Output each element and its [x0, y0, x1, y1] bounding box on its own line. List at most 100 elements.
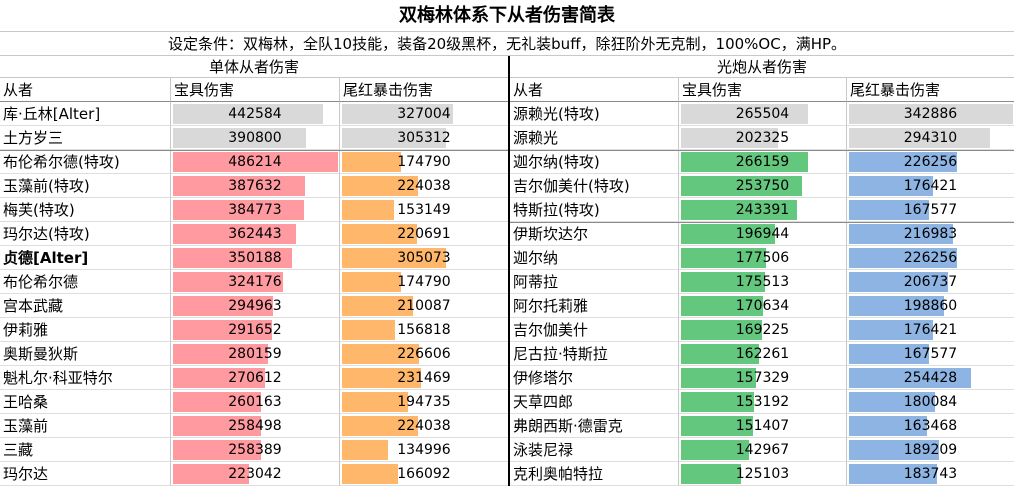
crit-damage-value: 226606 [397, 346, 451, 362]
crit-damage-cell: 163468 [846, 414, 1014, 438]
crit-damage-cell: 180084 [846, 390, 1014, 414]
table-subtitle: 设定条件：双梅林，全队10技能，装备20级黑杯，无礼装buff，除狂阶外无克制，… [0, 32, 1014, 56]
servant-name: 库·丘林[Alter] [0, 102, 170, 126]
np-damage-bar [173, 440, 261, 460]
servant-name: 布伦希尔德(特攻) [0, 150, 170, 174]
servant-name: 伊莉雅 [0, 318, 170, 342]
left-header-crit-damage: 尾红暴击伤害 [339, 78, 508, 102]
np-damage-bar [173, 392, 261, 412]
servant-name: 源赖光(特攻) [510, 102, 678, 126]
crit-damage-bar [849, 344, 929, 364]
np-damage-value: 260163 [228, 394, 282, 410]
crit-damage-value: 156818 [397, 322, 451, 338]
left-table-row: 土方岁三 390800 305312 [0, 126, 1014, 150]
crit-damage-bar [849, 200, 929, 220]
right-table-row: 尼古拉·特斯拉 162261 167577 [0, 342, 1014, 366]
crit-damage-bar [342, 416, 418, 436]
servant-name: 迦尔纳 [510, 246, 678, 270]
crit-damage-cell: 305073 [339, 246, 508, 270]
crit-damage-cell: 167577 [846, 198, 1014, 222]
np-damage-value: 258498 [228, 418, 282, 434]
left-table-row: 玛尔达 223042 166092 [0, 462, 1014, 486]
crit-damage-cell: 231469 [339, 366, 508, 390]
np-damage-value: 223042 [228, 466, 282, 482]
crit-damage-value: 216983 [903, 226, 958, 242]
crit-damage-bar [849, 320, 933, 340]
crit-damage-value: 305073 [397, 250, 451, 266]
np-damage-value: 265504 [735, 106, 790, 122]
np-damage-value: 280159 [228, 346, 282, 362]
np-damage-bar [681, 176, 802, 196]
servant-name: 弗朗西斯·德雷克 [510, 414, 678, 438]
right-table-row: 伊修塔尔 157329 254428 [0, 366, 1014, 390]
servant-name: 阿尔托莉雅 [510, 294, 678, 318]
crit-damage-value: 342886 [903, 106, 958, 122]
servant-name: 魁札尔·科亚特尔 [0, 366, 170, 390]
crit-damage-bar [849, 464, 937, 484]
np-damage-cell: 142967 [678, 438, 846, 462]
right-table-row: 伊斯坎达尔 196944 216983 [0, 222, 1014, 246]
crit-damage-value: 305312 [397, 130, 451, 146]
right-table-row: 阿蒂拉 175513 206737 [0, 270, 1014, 294]
np-damage-bar [173, 176, 305, 196]
np-damage-bar [173, 224, 296, 244]
servant-name: 三藏 [0, 438, 170, 462]
crit-damage-value: 153149 [397, 202, 451, 218]
crit-damage-value: 174790 [397, 274, 451, 290]
np-damage-value: 390800 [228, 130, 282, 146]
np-damage-value: 153192 [735, 394, 790, 410]
crit-damage-bar [342, 296, 413, 316]
crit-damage-cell: 226256 [846, 246, 1014, 270]
np-damage-value: 169225 [735, 322, 790, 338]
crit-damage-bar [849, 296, 944, 316]
servant-name: 玉藻前 [0, 414, 170, 438]
crit-damage-cell: 220691 [339, 222, 508, 246]
servant-name: 伊斯坎达尔 [510, 222, 678, 246]
left-group-title: 单体从者伤害 [0, 56, 508, 78]
crit-damage-value: 180084 [903, 394, 958, 410]
right-table-row: 迦尔纳(特攻) 266159 226256 [0, 150, 1014, 174]
np-damage-bar [173, 248, 292, 268]
np-damage-bar [681, 224, 775, 244]
crit-damage-cell: 226606 [339, 342, 508, 366]
table-title: 双梅林体系下从者伤害简表 [0, 0, 1014, 32]
np-damage-cell: 258498 [170, 414, 339, 438]
crit-damage-bar [342, 128, 446, 148]
np-damage-value: 270612 [228, 370, 282, 386]
servant-name: 奥斯曼狄斯 [0, 342, 170, 366]
right-header-np-damage: 宝具伤害 [678, 78, 846, 102]
servant-name: 玛尔达(特攻) [0, 222, 170, 246]
left-table-row: 布伦希尔德(特攻) 486214 174790 [0, 150, 1014, 174]
crit-damage-bar [342, 224, 417, 244]
np-damage-cell: 270612 [170, 366, 339, 390]
np-damage-cell: 390800 [170, 126, 339, 150]
crit-damage-cell: 327004 [339, 102, 508, 126]
center-divider [508, 56, 510, 486]
crit-damage-bar [849, 440, 939, 460]
crit-damage-cell: 194735 [339, 390, 508, 414]
servant-name: 伊修塔尔 [510, 366, 678, 390]
np-damage-bar [681, 320, 762, 340]
crit-damage-bar [849, 248, 957, 268]
right-table-row: 源赖光 202325 294310 [0, 126, 1014, 150]
crit-damage-value: 254428 [903, 370, 958, 386]
np-damage-cell: 280159 [170, 342, 339, 366]
np-damage-bar [173, 200, 304, 220]
right-table-row: 吉尔伽美什(特攻) 253750 176421 [0, 174, 1014, 198]
crit-damage-cell: 210087 [339, 294, 508, 318]
np-damage-bar [173, 320, 272, 340]
crit-damage-cell: 342886 [846, 102, 1014, 126]
np-damage-cell: 151407 [678, 414, 846, 438]
servant-name: 特斯拉(特攻) [510, 198, 678, 222]
crit-damage-cell: 224038 [339, 174, 508, 198]
np-damage-bar [173, 128, 306, 148]
crit-damage-value: 176421 [903, 178, 958, 194]
right-table-row: 弗朗西斯·德雷克 151407 163468 [0, 414, 1014, 438]
np-damage-value: 253750 [735, 178, 790, 194]
np-damage-bar [173, 152, 338, 172]
np-damage-cell: 162261 [678, 342, 846, 366]
crit-damage-cell: 176421 [846, 318, 1014, 342]
crit-damage-bar [849, 176, 933, 196]
np-damage-value: 196944 [735, 226, 790, 242]
